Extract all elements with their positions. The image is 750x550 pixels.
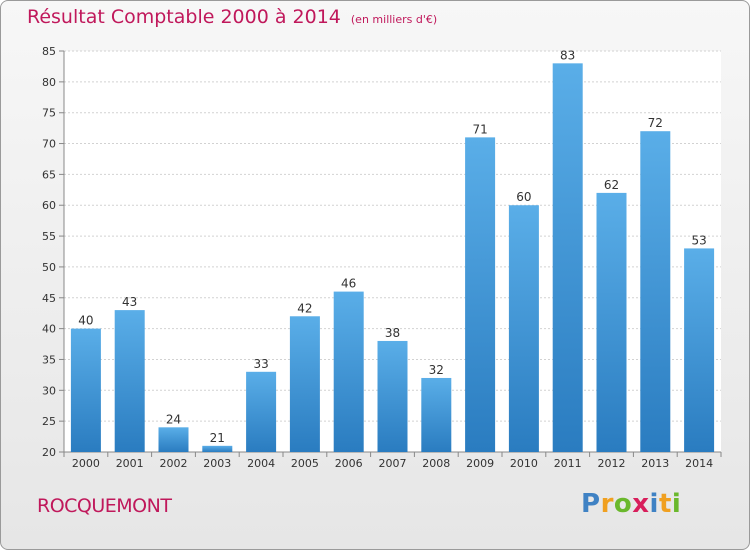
y-tick-label: 25	[42, 415, 56, 428]
bar	[114, 310, 145, 452]
bar	[202, 445, 233, 452]
y-tick-label: 85	[42, 45, 56, 58]
x-tick-label: 2014	[685, 457, 713, 470]
logo-letter: P	[581, 489, 601, 519]
x-tick-label: 2004	[247, 457, 275, 470]
bar-value-label: 32	[429, 363, 444, 377]
bar	[421, 377, 452, 452]
x-tick-label: 2012	[598, 457, 626, 470]
bar-value-label: 60	[516, 190, 531, 204]
bar	[684, 248, 715, 452]
x-tick-label: 2009	[466, 457, 494, 470]
bar-value-label: 38	[385, 326, 400, 340]
bar	[552, 63, 583, 452]
x-tick-label: 2000	[72, 457, 100, 470]
y-tick-label: 65	[42, 168, 56, 181]
y-tick-label: 70	[42, 138, 56, 151]
unit-note: (en milliers d'€)	[350, 13, 438, 26]
y-tick-label: 60	[42, 199, 56, 212]
proxiti-logo: Proxiti	[581, 489, 681, 519]
logo-letter: r	[600, 489, 614, 519]
y-tick-label: 35	[42, 353, 56, 366]
bar-value-label: 33	[253, 357, 268, 371]
logo-letter: x	[632, 489, 650, 519]
y-tick-label: 75	[42, 107, 56, 120]
x-tick-label: 2001	[116, 457, 144, 470]
x-tick-label: 2008	[422, 457, 450, 470]
y-tick-label: 30	[42, 384, 56, 397]
bar	[508, 205, 539, 452]
bar	[70, 328, 101, 452]
bar-value-label: 53	[691, 233, 706, 247]
bar-value-label: 72	[648, 116, 663, 130]
bar-value-label: 43	[122, 295, 137, 309]
y-tick-label: 20	[42, 446, 56, 459]
y-tick-label: 50	[42, 261, 56, 274]
x-tick-label: 2013	[641, 457, 669, 470]
bar	[465, 137, 496, 452]
x-tick-label: 2002	[160, 457, 188, 470]
y-tick-label: 45	[42, 292, 56, 305]
bar	[246, 371, 277, 452]
logo-letter: t	[658, 489, 672, 519]
bar	[377, 340, 408, 452]
x-tick-label: 2007	[379, 457, 407, 470]
bar	[596, 192, 627, 452]
chart-title: Résultat Comptable 2000 à 2014	[27, 6, 341, 28]
bar	[158, 427, 189, 452]
bar-value-label: 71	[472, 122, 487, 136]
bar-value-label: 40	[78, 314, 93, 328]
x-tick-label: 2003	[203, 457, 231, 470]
bar-value-label: 42	[297, 301, 312, 315]
bar-value-label: 24	[166, 412, 181, 426]
bar-value-label: 83	[560, 48, 575, 62]
x-tick-label: 2005	[291, 457, 319, 470]
y-tick-label: 80	[42, 76, 56, 89]
bar	[640, 131, 671, 452]
logo-letter: o	[613, 489, 633, 519]
bar-value-label: 62	[604, 178, 619, 192]
logo-letter: i	[671, 489, 682, 519]
y-tick-label: 55	[42, 230, 56, 243]
x-tick-label: 2011	[554, 457, 582, 470]
y-tick-label: 40	[42, 323, 56, 336]
bar-value-label: 46	[341, 277, 356, 291]
x-tick-label: 2006	[335, 457, 363, 470]
bar	[333, 291, 364, 452]
bar	[289, 316, 320, 452]
commune-name: ROCQUEMONT	[37, 495, 172, 517]
chart-title-block: Résultat Comptable 2000 à 2014 (en millie…	[27, 6, 437, 28]
bar-value-label: 21	[210, 431, 225, 445]
logo-letter: i	[649, 489, 659, 519]
x-tick-label: 2010	[510, 457, 538, 470]
